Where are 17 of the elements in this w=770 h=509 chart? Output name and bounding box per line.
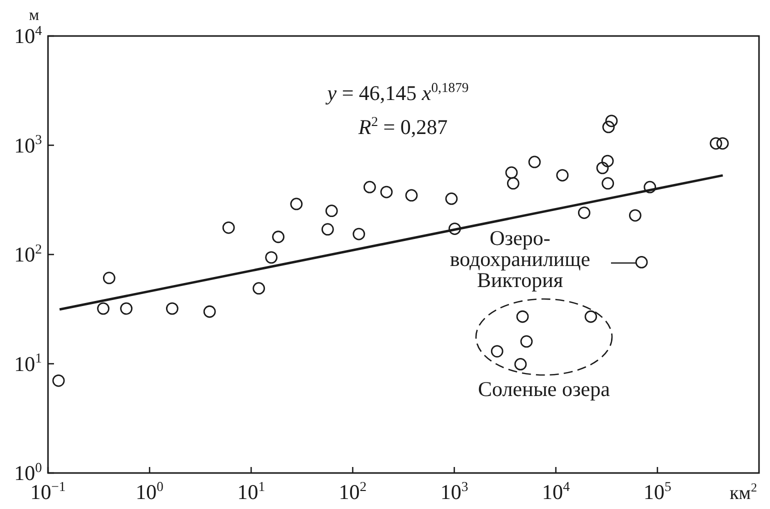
x-tick-label: 10$^{3}$: [440, 478, 468, 504]
y-tick-label: 10$^{3}$: [14, 132, 42, 158]
y-tick-label: 10$^{4}$: [14, 22, 42, 48]
annotation: R$^{2}$ = 0,287: [357, 114, 448, 139]
y-tick-label: 10$^{2}$: [14, 241, 42, 266]
x-tick-label: 10$^{5}$: [644, 478, 672, 504]
y-tick-label: 10$^{0}$: [14, 460, 42, 485]
y-axis-title: м: [28, 7, 40, 24]
annotation: y = 46,145 x$^{0,1879}$: [325, 80, 469, 105]
annotation: Соленые озера: [478, 377, 611, 401]
x-tick-label: 10$^{2}$: [338, 478, 367, 504]
y-tick-label: 10$^{1}$: [14, 350, 42, 376]
x-axis-title: км$^{2}$: [730, 480, 757, 504]
x-tick-label: 10$^{0}$: [136, 478, 164, 504]
x-tick-label: 10$^{4}$: [542, 478, 570, 504]
annotation: Озеро- водохранилище Виктория: [450, 226, 590, 292]
x-tick-label: 10$^{1}$: [237, 478, 266, 504]
